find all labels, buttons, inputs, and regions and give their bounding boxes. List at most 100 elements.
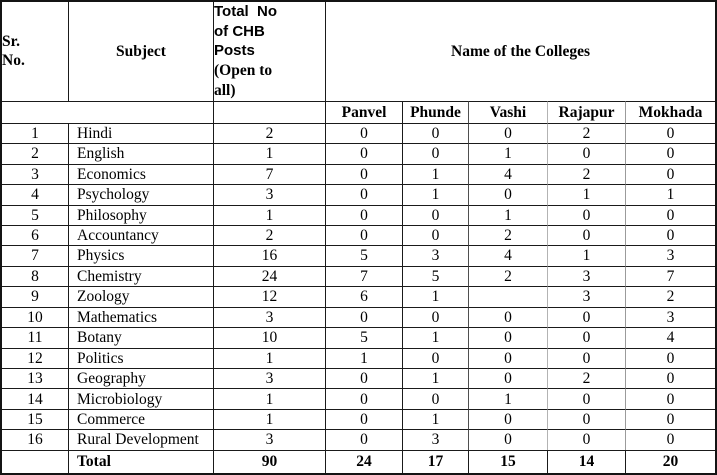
cell-total-posts: 3 [213, 429, 325, 450]
cell-vashi: 0 [468, 184, 547, 205]
cell-rajapur: 0 [547, 143, 625, 164]
cell-vashi: 0 [468, 368, 547, 389]
cell-phunde: 0 [402, 388, 468, 409]
cell-total-posts: 12 [213, 286, 325, 307]
cell-vashi: 0 [468, 306, 547, 328]
cell-panvel: 0 [325, 184, 402, 205]
cell-rajapur: 2 [547, 368, 625, 389]
cell-panvel: 5 [325, 245, 402, 266]
cell-rajapur: 1 [547, 245, 625, 266]
col-header-mokhada: Mokhada [625, 100, 716, 123]
cell-subject: Chemistry [68, 265, 213, 287]
cell-sr-no: 2 [2, 143, 68, 164]
cell-phunde: 1 [402, 327, 468, 348]
table-row: 9 Zoology 12 6 1 3 2 [2, 286, 716, 307]
col-header-vashi: Vashi [468, 100, 547, 123]
table-row: 13 Geography 3 0 1 0 2 0 [2, 368, 716, 389]
cell-sr-no: 5 [2, 204, 68, 225]
cell-sr-no: 4 [2, 184, 68, 205]
total-vashi: 15 [468, 450, 547, 473]
cell-subject: Economics [68, 163, 213, 185]
col-header-panvel: Panvel [325, 100, 402, 123]
cell-mokhada: 0 [625, 408, 716, 430]
cell-rajapur: 2 [547, 122, 625, 144]
cell-sr-no: 10 [2, 306, 68, 328]
cell-mokhada: 2 [625, 286, 716, 307]
total-row-label: Total [68, 450, 213, 473]
cell-rajapur: 0 [547, 408, 625, 430]
cell-total-posts: 16 [213, 245, 325, 266]
cell-sr-no: 13 [2, 368, 68, 389]
cell-subject: Philosophy [68, 204, 213, 225]
cell-rajapur: 0 [547, 204, 625, 225]
col-header-total-posts: Total No of CHB Posts (Open to all) [213, 2, 325, 101]
cell-panvel: 0 [325, 429, 402, 450]
cell-panvel: 1 [325, 347, 402, 369]
total-rajapur: 14 [547, 450, 625, 473]
table-row: 3 Economics 7 0 1 4 2 0 [2, 163, 716, 185]
empty-cell [213, 100, 325, 123]
cell-mokhada: 0 [625, 163, 716, 185]
cell-sr-no: 15 [2, 408, 68, 430]
cell-phunde: 0 [402, 306, 468, 328]
cell-panvel: 0 [325, 408, 402, 430]
cell-vashi [468, 286, 547, 307]
cell-rajapur: 0 [547, 388, 625, 409]
table-row: 1 Hindi 2 0 0 0 2 0 [2, 122, 716, 144]
cell-panvel: 7 [325, 265, 402, 287]
cell-mokhada: 3 [625, 306, 716, 328]
table-row: 7 Physics 16 5 3 4 1 3 [2, 245, 716, 266]
cell-rajapur: 0 [547, 224, 625, 246]
cell-sr-no: 3 [2, 163, 68, 185]
cell-panvel: 0 [325, 306, 402, 328]
cell-phunde: 0 [402, 122, 468, 144]
cell-vashi: 0 [468, 327, 547, 348]
cell-panvel: 0 [325, 368, 402, 389]
cell-sr-no: 14 [2, 388, 68, 409]
cell-panvel: 0 [325, 204, 402, 225]
total-phunde: 17 [402, 450, 468, 473]
total-posts-label-main: Total No of CHB Posts [214, 3, 278, 59]
cell-panvel: 5 [325, 327, 402, 348]
cell-total-posts: 1 [213, 388, 325, 409]
cell-sr-no: 9 [2, 286, 68, 307]
cell-phunde: 5 [402, 265, 468, 287]
total-mokhada: 20 [625, 450, 716, 473]
cell-mokhada: 0 [625, 368, 716, 389]
cell-sr-no: 16 [2, 429, 68, 450]
cell-phunde: 1 [402, 184, 468, 205]
cell-vashi: 1 [468, 204, 547, 225]
table-row: 11 Botany 10 5 1 0 0 4 [2, 327, 716, 348]
cell-panvel: 6 [325, 286, 402, 307]
cell-sr-no: 12 [2, 347, 68, 369]
cell-subject: Mathematics [68, 306, 213, 328]
cell-subject: Hindi [68, 122, 213, 144]
cell-phunde: 0 [402, 347, 468, 369]
col-header-rajapur: Rajapur [547, 100, 625, 123]
cell-mokhada: 0 [625, 347, 716, 369]
cell-mokhada: 0 [625, 224, 716, 246]
col-header-phunde: Phunde [402, 100, 468, 123]
cell-subject: Botany [68, 327, 213, 348]
cell-phunde: 1 [402, 368, 468, 389]
empty-cell [2, 450, 68, 473]
cell-mokhada: 0 [625, 122, 716, 144]
cell-subject: Politics [68, 347, 213, 369]
table-row: 2 English 1 0 0 1 0 0 [2, 143, 716, 164]
total-posts-label-sub: (Open to all) [214, 61, 273, 99]
table-row: 8 Chemistry 24 7 5 2 3 7 [2, 265, 716, 287]
total-panvel: 24 [325, 450, 402, 473]
cell-sr-no: 8 [2, 265, 68, 287]
cell-phunde: 0 [402, 143, 468, 164]
cell-total-posts: 1 [213, 347, 325, 369]
cell-subject: Microbiology [68, 388, 213, 409]
table-row: 12 Politics 1 1 0 0 0 0 [2, 347, 716, 369]
cell-total-posts: 10 [213, 327, 325, 348]
cell-total-posts: 2 [213, 224, 325, 246]
cell-vashi: 0 [468, 408, 547, 430]
cell-subject: Psychology [68, 184, 213, 205]
cell-vashi: 4 [468, 245, 547, 266]
header-row-colleges: Panvel Phunde Vashi Rajapur Mokhada [2, 100, 716, 123]
